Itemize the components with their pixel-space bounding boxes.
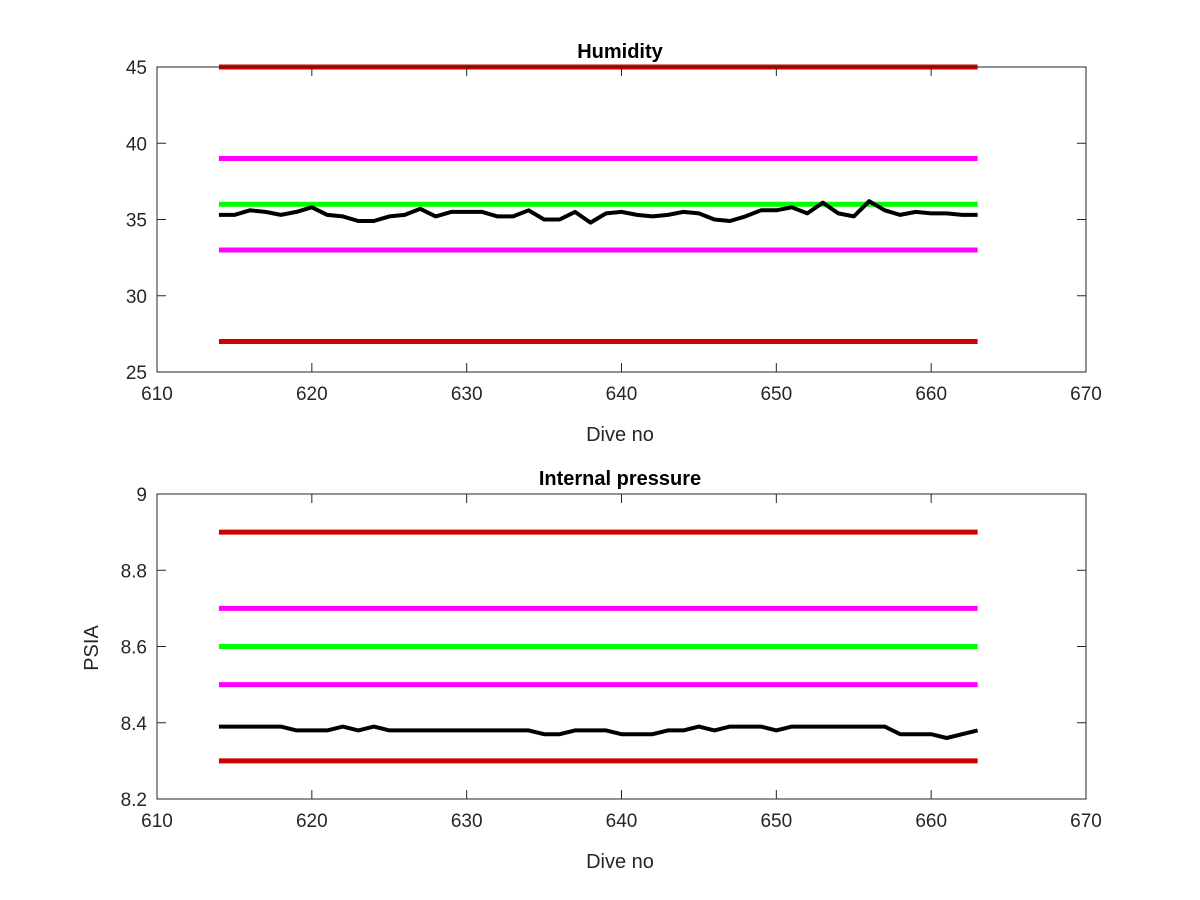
axis-ticks: 610 620 630 640 650 660 670 8.2 8.4 8.6 8.8 9 xyxy=(121,485,1102,832)
x-tick-label: 620 xyxy=(296,384,328,405)
x-tick-label: 660 xyxy=(915,384,947,405)
y-tick-label: 35 xyxy=(126,211,147,232)
x-axis-label: Dive no xyxy=(586,851,654,873)
y-tick-label: 8.8 xyxy=(121,561,147,582)
reference-lines xyxy=(218,529,978,764)
y-tick-label: 25 xyxy=(126,363,147,384)
y-tick-label: 8.4 xyxy=(121,714,148,735)
x-tick-label: 650 xyxy=(760,384,792,405)
y-tick-label: 8.2 xyxy=(121,790,147,811)
y-tick-label: 45 xyxy=(126,58,147,79)
x-tick-label: 670 xyxy=(1070,811,1102,832)
x-tick-label: 610 xyxy=(141,384,173,405)
x-axis-label: Dive no xyxy=(586,424,654,446)
internal-pressure-chart: Internal pressure Dive no PSIA 610 620 630… xyxy=(81,468,1102,873)
humidity-chart: Humidity Dive no 610 620 630 640 650 660 670 25… xyxy=(126,41,1102,446)
x-tick-label: 670 xyxy=(1070,384,1102,405)
x-tick-label: 640 xyxy=(606,384,638,405)
x-tick-label: 620 xyxy=(296,811,328,832)
y-tick-label: 8.6 xyxy=(121,638,147,659)
data-series xyxy=(218,199,978,225)
x-tick-label: 630 xyxy=(451,384,483,405)
x-tick-label: 610 xyxy=(141,811,173,832)
data-series xyxy=(218,724,979,740)
x-tick-label: 630 xyxy=(451,811,483,832)
y-tick-label: 9 xyxy=(136,485,147,506)
x-tick-label: 640 xyxy=(606,811,638,832)
y-axis-label: PSIA xyxy=(81,625,103,671)
series-line xyxy=(218,199,978,225)
x-tick-label: 650 xyxy=(760,811,792,832)
chart-title: Humidity xyxy=(577,41,663,63)
y-tick-label: 30 xyxy=(126,287,147,308)
series-line xyxy=(218,724,979,740)
y-tick-label: 40 xyxy=(126,134,147,155)
axis-ticks: 610 620 630 640 650 660 670 25 30 35 40 45 xyxy=(126,58,1102,405)
chart-title: Internal pressure xyxy=(539,468,701,490)
x-tick-label: 660 xyxy=(915,811,947,832)
